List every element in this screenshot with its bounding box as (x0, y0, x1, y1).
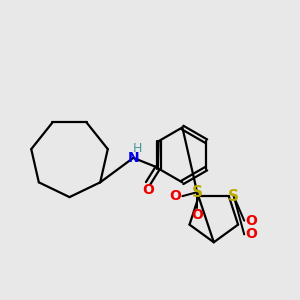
Text: S: S (192, 185, 203, 200)
Text: O: O (245, 227, 257, 242)
Text: O: O (169, 189, 181, 203)
Text: O: O (191, 208, 203, 222)
Text: N: N (128, 151, 139, 165)
Text: O: O (142, 183, 154, 197)
Text: S: S (228, 189, 239, 204)
Text: O: O (245, 214, 257, 228)
Text: H: H (133, 142, 142, 154)
